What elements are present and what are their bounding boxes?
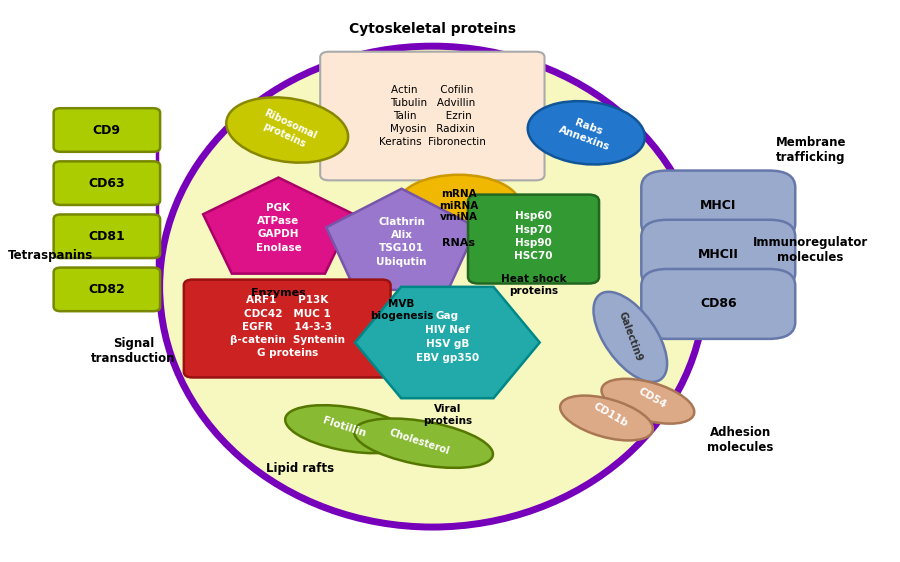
Polygon shape [327,189,477,290]
Text: Adhesion
molecules: Adhesion molecules [707,427,773,455]
Text: CD82: CD82 [88,283,125,296]
FancyBboxPatch shape [468,194,599,283]
FancyBboxPatch shape [642,170,796,241]
Polygon shape [355,287,540,398]
Ellipse shape [397,175,520,236]
Text: Enzymes: Enzymes [251,288,306,298]
Text: Tetraspanins: Tetraspanins [8,250,94,262]
Text: CD54: CD54 [636,387,668,410]
FancyBboxPatch shape [642,269,796,339]
Polygon shape [203,178,354,274]
Text: Heat shock
proteins: Heat shock proteins [500,274,566,296]
FancyBboxPatch shape [54,215,160,258]
Text: CD86: CD86 [700,297,736,310]
Text: CD81: CD81 [88,230,125,243]
Text: MHCII: MHCII [698,248,739,261]
Text: Immunoregulator
molecules: Immunoregulator molecules [753,236,868,264]
Text: MVB
biogenesis: MVB biogenesis [370,300,433,321]
FancyBboxPatch shape [54,108,160,152]
Ellipse shape [560,396,652,441]
FancyBboxPatch shape [320,52,544,180]
Text: PGK
ATPase
GAPDH
Enolase: PGK ATPase GAPDH Enolase [256,203,302,253]
Text: Gag
HIV Nef
HSV gB
EBV gp350: Gag HIV Nef HSV gB EBV gp350 [416,311,479,363]
Text: Membrane
trafficking: Membrane trafficking [776,135,846,164]
FancyBboxPatch shape [54,161,160,205]
Ellipse shape [593,292,667,382]
Text: Clathrin
Alix
TSG101
Ubiqutin: Clathrin Alix TSG101 Ubiqutin [376,217,427,266]
Text: Hsp60
Hsp70
Hsp90
HSC70: Hsp60 Hsp70 Hsp90 HSC70 [514,211,553,261]
Text: mRNA
miRNA
vmiNA: mRNA miRNA vmiNA [439,189,479,222]
Text: Signal
transduction: Signal transduction [91,337,176,365]
Text: ARF1      P13K
CDC42   MUC 1
EGFR      14-3-3
β-catenin  Syntenin
G proteins: ARF1 P13K CDC42 MUC 1 EGFR 14-3-3 β-cate… [230,296,345,358]
Ellipse shape [285,405,412,453]
Text: Galectin9: Galectin9 [616,311,643,363]
Text: CD9: CD9 [93,124,121,137]
Ellipse shape [355,419,493,468]
Ellipse shape [601,379,694,424]
Text: Flotillin: Flotillin [321,416,367,439]
Text: CD63: CD63 [88,176,125,189]
Text: Cytoskeletal proteins: Cytoskeletal proteins [349,22,516,37]
Text: CD11b: CD11b [592,401,630,429]
FancyBboxPatch shape [184,280,391,378]
Ellipse shape [527,101,645,165]
Text: MHCI: MHCI [700,199,736,212]
Text: Ribosomal
proteins: Ribosomal proteins [256,108,318,152]
Ellipse shape [226,97,348,162]
Text: RNAs: RNAs [442,238,475,248]
FancyBboxPatch shape [642,220,796,289]
Ellipse shape [159,46,705,527]
Text: Rabs
Annexins: Rabs Annexins [557,114,616,152]
Text: Viral
proteins: Viral proteins [423,405,472,426]
Text: Cholesterol: Cholesterol [388,428,451,456]
Text: Actin       Cofilin
Tubulin   Advillin
Talin         Ezrin
Myosin   Radixin
Kera: Actin Cofilin Tubulin Advillin Talin Ezr… [379,85,486,147]
Text: Lipid rafts: Lipid rafts [266,462,335,475]
FancyBboxPatch shape [54,268,160,311]
